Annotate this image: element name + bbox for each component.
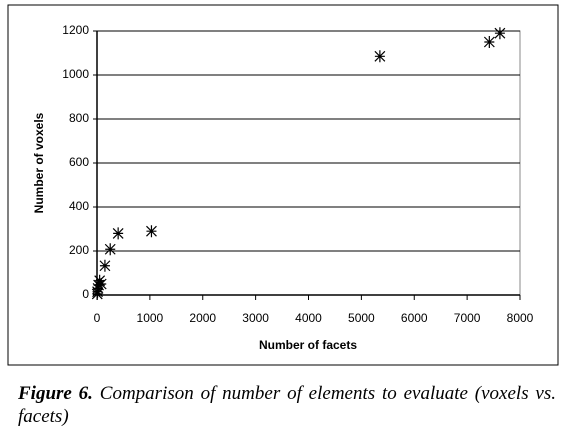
caption: Figure 6. Comparison of number of elemen… — [18, 382, 556, 428]
point — [99, 259, 111, 272]
x-tick-label: 1000 — [137, 311, 164, 325]
x-tick-label: 0 — [94, 311, 101, 325]
x-tick-label: 8000 — [507, 311, 534, 325]
y-tick-label: 1200 — [62, 23, 89, 37]
x-tick-label: 5000 — [348, 311, 375, 325]
y-tick-label: 800 — [69, 111, 89, 125]
x-tick-label: 7000 — [454, 311, 481, 325]
point — [94, 274, 106, 287]
y-tick-label: 600 — [69, 155, 89, 169]
caption-label: Figure 6. — [18, 383, 93, 404]
y-tick-label: 1000 — [62, 67, 89, 81]
point — [112, 227, 124, 240]
y-tick-label: 0 — [82, 287, 89, 301]
point — [95, 278, 107, 290]
point — [104, 243, 116, 256]
y-tick-label: 400 — [69, 199, 89, 213]
point — [146, 225, 157, 238]
point — [494, 27, 506, 40]
point — [483, 36, 495, 48]
point — [374, 50, 386, 63]
y-tick-label: 200 — [69, 243, 89, 257]
chart: Number of facets Number of voxels 0 200 40… — [7, 4, 559, 366]
chart-frame — [7, 4, 559, 366]
caption-text: Comparison of number of elements to eval… — [18, 383, 556, 427]
x-tick-label: 6000 — [401, 311, 428, 325]
x-tick-label: 4000 — [295, 311, 322, 325]
x-tick-label: 3000 — [242, 311, 269, 325]
point — [91, 287, 103, 300]
y-axis-label: Number of voxels — [32, 112, 46, 213]
x-axis-label: Number of facets — [259, 338, 357, 352]
x-tick-label: 2000 — [189, 311, 216, 325]
